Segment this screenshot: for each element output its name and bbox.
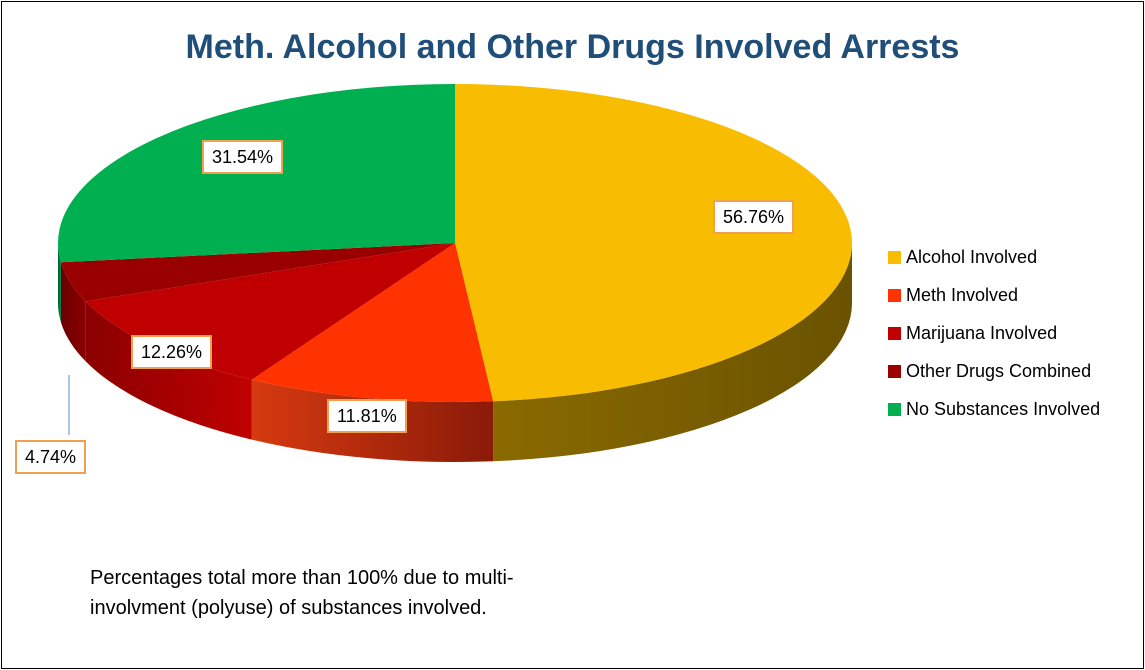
slice-side-no-substances-involved xyxy=(58,243,61,323)
legend: Alcohol Involved Meth Involved Marijuana I… xyxy=(888,244,1143,434)
footnote: Percentages total more than 100% due to … xyxy=(90,567,514,619)
legend-item-marijuana-involved: Marijuana Involved xyxy=(888,320,1143,346)
legend-label: No Substances Involved xyxy=(906,398,1101,419)
slice-meth-involved xyxy=(251,243,494,403)
slice-side-other-drugs-combined xyxy=(60,262,86,362)
legend-item-alcohol-involved: Alcohol Involved xyxy=(888,244,1143,270)
slice-alcohol-involved xyxy=(455,84,852,402)
chart-title: Meth. Alcohol and Other Drugs Involved A… xyxy=(185,28,960,66)
legend-label: Other Drugs Combined xyxy=(906,360,1092,381)
legend-swatch xyxy=(888,364,901,378)
data-label-other-drugs-combined: 4.74% xyxy=(15,440,87,474)
data-label-meth-involved: 11.81% xyxy=(327,399,407,433)
legend-item-no-substances-involved: No Substances Involved xyxy=(888,396,1143,422)
data-label-marijuana-involved: 12.26% xyxy=(131,335,213,369)
legend-label: Meth Involved xyxy=(906,284,1019,305)
legend-swatch xyxy=(888,250,901,264)
slice-other-drugs-combined xyxy=(60,243,456,302)
slice-side-alcohol-involved xyxy=(493,243,852,462)
legend-swatch xyxy=(888,402,901,416)
legend-swatch xyxy=(888,326,901,340)
data-label-alcohol-involved: 56.76% xyxy=(713,200,795,234)
data-label-no-substances-involved: 31.54% xyxy=(202,140,284,174)
legend-label: Marijuana Involved xyxy=(906,322,1058,343)
legend-item-meth-involved: Meth Involved xyxy=(888,282,1143,308)
legend-label: Alcohol Involved xyxy=(906,246,1038,267)
legend-item-other-drugs-combined: Other Drugs Combined xyxy=(888,358,1143,384)
slice-side-marijuana-involved xyxy=(85,301,252,440)
legend-swatch xyxy=(888,288,901,302)
